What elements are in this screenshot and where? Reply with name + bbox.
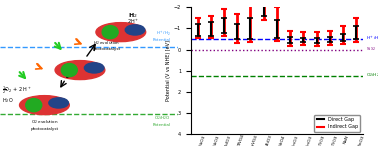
Ellipse shape: [96, 23, 146, 42]
Legend: Direct Gap, Indirect Gap: Direct Gap, Indirect Gap: [314, 115, 361, 132]
Circle shape: [102, 26, 118, 39]
Ellipse shape: [49, 98, 68, 108]
Text: H$_2$: H$_2$: [129, 12, 138, 20]
Ellipse shape: [125, 25, 145, 35]
Circle shape: [26, 99, 42, 112]
Text: O$_2$/H$_2$O: O$_2$/H$_2$O: [366, 72, 378, 79]
Text: H$_2$ evolution
photocatalyst: H$_2$ evolution photocatalyst: [93, 39, 121, 51]
Ellipse shape: [84, 63, 104, 73]
Ellipse shape: [55, 61, 105, 80]
Text: H$_2$O: H$_2$O: [2, 96, 13, 105]
Ellipse shape: [20, 96, 69, 115]
Y-axis label: Potential (V vs NHE) [eV]: Potential (V vs NHE) [eV]: [166, 40, 171, 101]
Circle shape: [61, 64, 77, 77]
Text: H$^+$/H$_2$
Potential: H$^+$/H$_2$ Potential: [153, 29, 170, 42]
Text: O$_2$/H$_2$O
Potential: O$_2$/H$_2$O Potential: [153, 115, 170, 127]
Text: H$^+$/H$_2$: H$^+$/H$_2$: [366, 35, 378, 43]
Text: $\frac{1}{2}$O$_2$ + 2 H$^+$: $\frac{1}{2}$O$_2$ + 2 H$^+$: [2, 84, 31, 96]
Text: O$_2$ evolution
photocatalyst: O$_2$ evolution photocatalyst: [30, 119, 59, 131]
Text: Si$_{1/2}$: Si$_{1/2}$: [366, 46, 376, 53]
Text: 2H$^+$: 2H$^+$: [127, 17, 139, 26]
